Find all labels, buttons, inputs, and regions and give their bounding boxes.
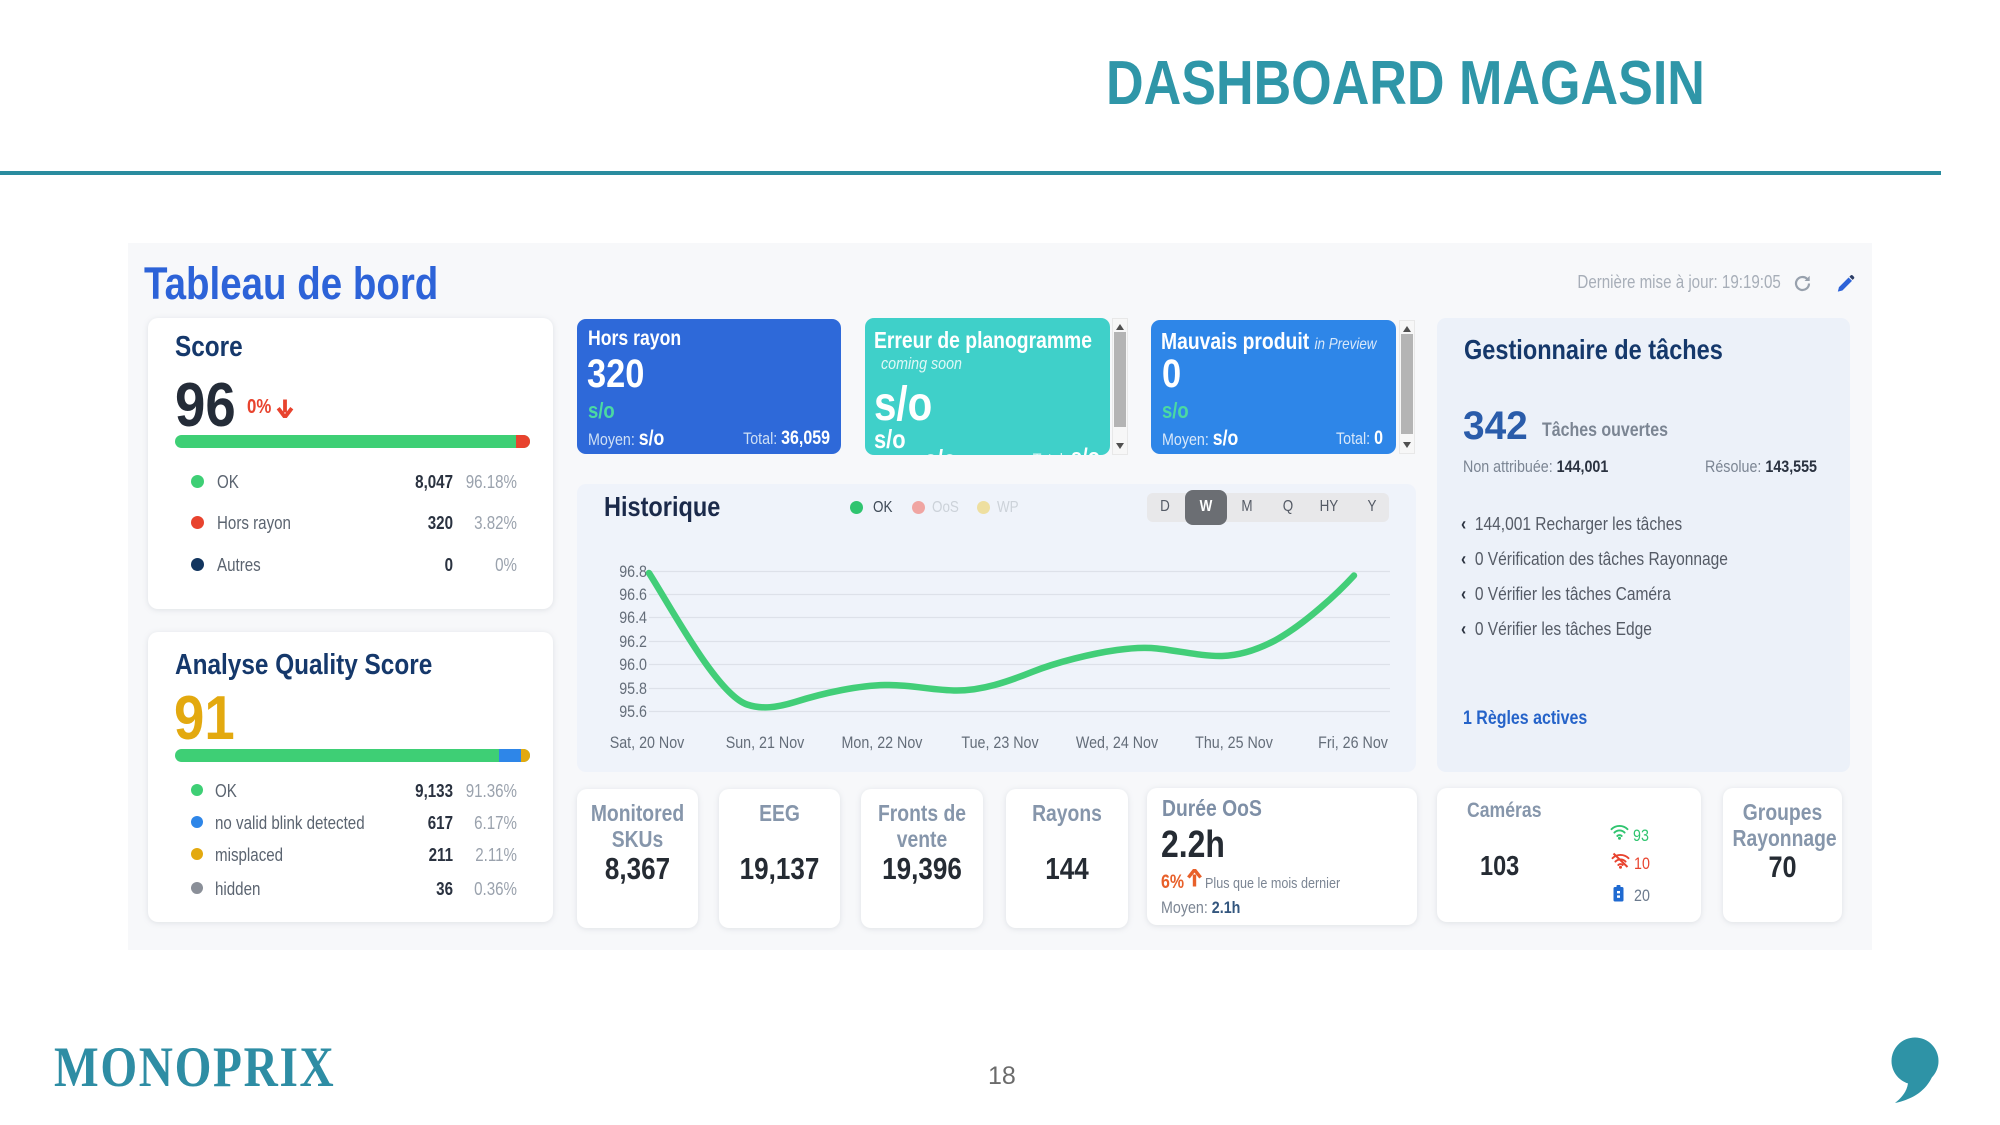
svg-text:96.8: 96.8	[619, 563, 647, 581]
svg-text:96.0: 96.0	[619, 656, 647, 674]
svg-text:95.6: 95.6	[619, 703, 647, 721]
svg-text:95.8: 95.8	[619, 680, 647, 698]
svg-text:Thu, 25 Nov: Thu, 25 Nov	[1195, 734, 1273, 752]
svg-text:96.4: 96.4	[619, 609, 647, 627]
svg-text:Sun, 21 Nov: Sun, 21 Nov	[726, 734, 805, 752]
svg-text:Tue, 23 Nov: Tue, 23 Nov	[961, 734, 1038, 752]
svg-text:96.2: 96.2	[619, 633, 647, 651]
svg-text:Sat, 20 Nov: Sat, 20 Nov	[610, 734, 685, 752]
svg-text:96.6: 96.6	[619, 586, 647, 604]
svg-text:Fri, 26 Nov: Fri, 26 Nov	[1318, 734, 1388, 752]
svg-text:Mon, 22 Nov: Mon, 22 Nov	[842, 734, 923, 752]
svg-text:Wed, 24 Nov: Wed, 24 Nov	[1076, 734, 1158, 752]
